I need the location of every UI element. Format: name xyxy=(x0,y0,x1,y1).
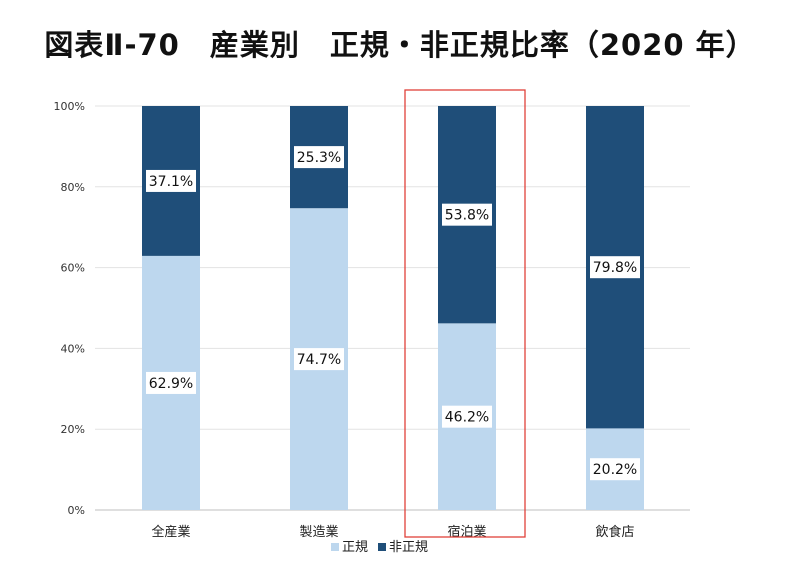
y-tick-label: 20% xyxy=(61,423,85,436)
data-label-background xyxy=(294,146,344,169)
data-label: 37.1% xyxy=(149,174,193,190)
data-label: 79.8% xyxy=(593,260,637,276)
data-label: 74.7% xyxy=(297,352,341,368)
chart-title: 図表Ⅱ-70 産業別 正規・非正規比率（2020 年） xyxy=(44,28,756,62)
legend-swatch xyxy=(378,543,386,551)
data-label-background xyxy=(442,405,492,428)
y-tick-label: 0% xyxy=(68,504,85,517)
x-category-label: 全産業 xyxy=(151,524,190,540)
y-tick-label: 100% xyxy=(54,100,85,113)
data-label-background xyxy=(146,371,196,394)
highlight-box xyxy=(404,89,526,538)
data-label-background xyxy=(294,348,344,371)
data-label: 20.2% xyxy=(593,462,637,478)
x-category-label: 製造業 xyxy=(299,524,338,540)
x-category-label: 宿泊業 xyxy=(447,524,486,540)
data-label: 62.9% xyxy=(149,376,193,392)
data-label-background xyxy=(590,458,640,481)
x-category-label: 飲食店 xyxy=(595,524,634,540)
y-tick-label: 60% xyxy=(61,262,85,275)
data-label: 53.8% xyxy=(445,208,489,224)
data-label: 25.3% xyxy=(297,150,341,166)
data-label-background xyxy=(590,256,640,279)
data-label-background xyxy=(146,169,196,192)
legend-label: 非正規 xyxy=(389,540,428,555)
legend-swatch xyxy=(331,543,339,551)
data-label-background xyxy=(442,203,492,226)
y-tick-label: 40% xyxy=(61,342,85,355)
legend-label: 正規 xyxy=(342,540,368,555)
data-label: 46.2% xyxy=(445,410,489,426)
y-tick-label: 80% xyxy=(61,181,85,194)
